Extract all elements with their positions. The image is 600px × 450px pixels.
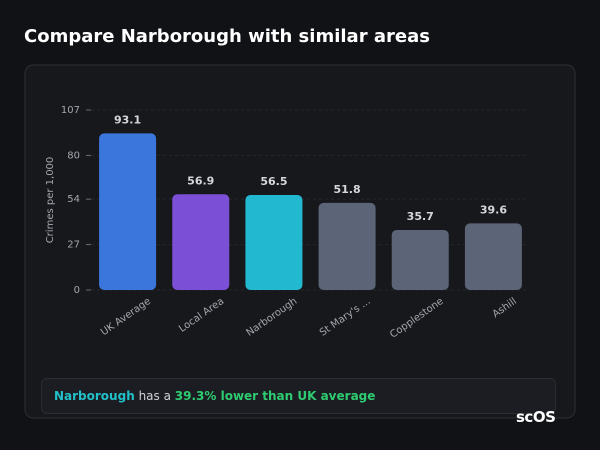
bar [245, 194, 303, 290]
bar [464, 223, 522, 290]
value-label: 56.9 [187, 174, 214, 187]
summary-text: has a [138, 389, 171, 403]
y-axis-label: Crimes per 1,000 [45, 157, 56, 244]
y-tick-label: 0 [74, 285, 80, 296]
logo: scOS [516, 408, 556, 426]
y-tick-label: 107 [61, 105, 80, 116]
y-tick-label: 80 [67, 150, 80, 161]
summary-highlight: 39.3% lower than UK average [174, 389, 376, 403]
value-label: 93.1 [114, 113, 141, 126]
bar [99, 133, 157, 290]
bar [391, 229, 449, 290]
y-tick-label: 27 [67, 240, 80, 251]
y-tick-label: 54 [67, 194, 80, 205]
value-label: 35.7 [407, 210, 434, 223]
value-label: 51.8 [334, 183, 361, 196]
bar [318, 202, 376, 290]
summary-box: Narborough has a 39.3% lower than UK ave… [41, 378, 556, 414]
chart-title: Compare Narborough with similar areas [24, 26, 430, 47]
bar [172, 194, 230, 290]
value-label: 39.6 [480, 203, 507, 216]
summary-area: Narborough [54, 389, 135, 403]
value-label: 56.5 [260, 175, 287, 188]
